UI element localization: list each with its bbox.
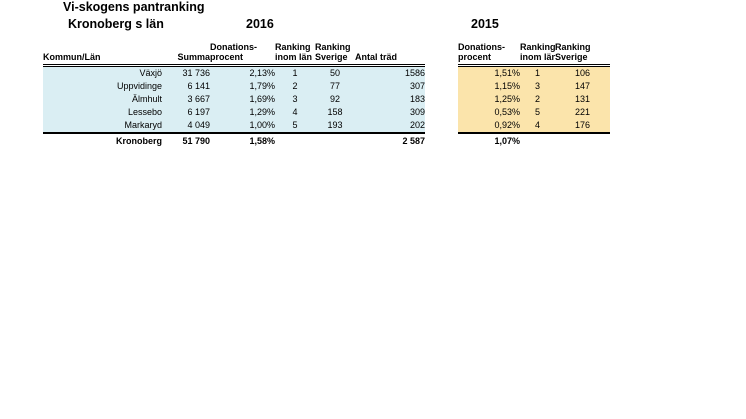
cell-summa: 6 197 [162, 106, 210, 119]
cell-kommun: Markaryd [43, 119, 162, 134]
cell-ranking-sverige-2015: 221 [555, 106, 610, 119]
column-header-summa: Summa [162, 36, 210, 67]
cell-donationsprocent-2016: 1,00% [210, 119, 275, 134]
cell-antal-trad: 309 [355, 106, 425, 119]
cell-ranking-sverige-2016: 92 [315, 93, 355, 106]
column-spacer [425, 106, 458, 119]
column-spacer [425, 66, 458, 81]
cell-ranking-sverige-2016: 77 [315, 80, 355, 93]
ranking-table: Kommun/Län Summa Donations- procent Rank… [43, 36, 610, 149]
column-spacer [425, 36, 458, 66]
total-donationsprocent-2016: 1,58% [249, 136, 275, 146]
cell-donationsprocent-2016: 2,13% [210, 65, 275, 80]
cell-summa: 4 049 [162, 119, 210, 134]
cell-ranking-sverige-2015: 131 [555, 93, 610, 106]
table-row: Uppvidinge 6 141 1,79% 2 77 307 1,15% 3 … [43, 80, 610, 93]
column-header-ranking-inom-lan-2016: Ranking inom län [275, 36, 315, 67]
total-summa: 51 790 [182, 136, 210, 146]
cell-ranking-inom-lan-2015: 5 [520, 106, 555, 119]
cell-ranking-inom-lan-2015: 3 [520, 80, 555, 93]
region-subtitle: Kronoberg s län [68, 17, 164, 31]
column-header-ranking-inom-lan-2015: Ranking inom län [520, 36, 555, 67]
cell-kommun: Växjö [43, 65, 162, 80]
cell-donationsprocent-2016: 1,69% [210, 93, 275, 106]
column-spacer [425, 93, 458, 106]
cell-summa: 6 141 [162, 80, 210, 93]
cell-ranking-sverige-2015: 147 [555, 80, 610, 93]
cell-ranking-inom-lan-2016: 2 [275, 80, 315, 93]
column-spacer [425, 133, 458, 149]
cell-ranking-sverige-2016: 193 [315, 119, 355, 134]
column-header-ranking-sverige-2015: Ranking Sverige [555, 36, 610, 67]
cell-ranking-inom-lan-2016: 4 [275, 106, 315, 119]
page-title: Vi-skogens pantranking [63, 0, 205, 14]
year-2015-label: 2015 [471, 17, 499, 31]
cell-antal-trad: 1586 [355, 65, 425, 80]
header-row: Kommun/Län Summa Donations- procent Rank… [43, 36, 610, 67]
table-row: Växjö 31 736 2,13% 1 50 1586 1,51% 1 106 [43, 65, 610, 81]
cell-ranking-inom-lan-2015: 4 [520, 119, 555, 134]
column-header-donationsprocent-2015: Donations- procent [458, 36, 520, 67]
cell-donationsprocent-2015: 0,53% [458, 106, 520, 119]
total-donationsprocent-2015: 1,07% [494, 136, 520, 146]
column-spacer [425, 119, 458, 133]
year-2016-label: 2016 [246, 17, 274, 31]
cell-donationsprocent-2015: 1,51% [458, 65, 520, 80]
cell-ranking-sverige-2016: 50 [315, 65, 355, 80]
cell-donationsprocent-2015: 1,25% [458, 93, 520, 106]
total-kommun: Kronoberg [116, 136, 162, 146]
column-header-antal-trad: Antal träd [355, 36, 425, 67]
cell-antal-trad: 202 [355, 119, 425, 134]
table-row: Lessebo 6 197 1,29% 4 158 309 0,53% 5 22… [43, 106, 610, 119]
cell-ranking-sverige-2015: 106 [555, 65, 610, 80]
cell-donationsprocent-2015: 0,92% [458, 119, 520, 134]
total-row: Kronoberg 51 790 1,58% 2 587 1,07% [43, 133, 610, 149]
cell-antal-trad: 183 [355, 93, 425, 106]
cell-donationsprocent-2016: 1,29% [210, 106, 275, 119]
cell-ranking-inom-lan-2016: 1 [275, 65, 315, 80]
total-antal-trad: 2 587 [402, 136, 425, 146]
table-row: Älmhult 3 667 1,69% 3 92 183 1,25% 2 131 [43, 93, 610, 106]
column-header-donationsprocent-2016: Donations- procent [210, 36, 275, 67]
cell-donationsprocent-2015: 1,15% [458, 80, 520, 93]
column-header-kommun: Kommun/Län [43, 36, 162, 67]
column-spacer [425, 80, 458, 93]
table-row: Markaryd 4 049 1,00% 5 193 202 0,92% 4 1… [43, 119, 610, 134]
cell-kommun: Uppvidinge [43, 80, 162, 93]
cell-ranking-sverige-2016: 158 [315, 106, 355, 119]
cell-summa: 3 667 [162, 93, 210, 106]
cell-summa: 31 736 [162, 65, 210, 80]
cell-ranking-inom-lan-2015: 1 [520, 65, 555, 80]
cell-ranking-inom-lan-2016: 5 [275, 119, 315, 134]
cell-kommun: Älmhult [43, 93, 162, 106]
cell-ranking-inom-lan-2016: 3 [275, 93, 315, 106]
cell-kommun: Lessebo [43, 106, 162, 119]
cell-donationsprocent-2016: 1,79% [210, 80, 275, 93]
cell-ranking-inom-lan-2015: 2 [520, 93, 555, 106]
cell-ranking-sverige-2015: 176 [555, 119, 610, 134]
cell-antal-trad: 307 [355, 80, 425, 93]
column-header-ranking-sverige-2016: Ranking Sverige [315, 36, 355, 67]
